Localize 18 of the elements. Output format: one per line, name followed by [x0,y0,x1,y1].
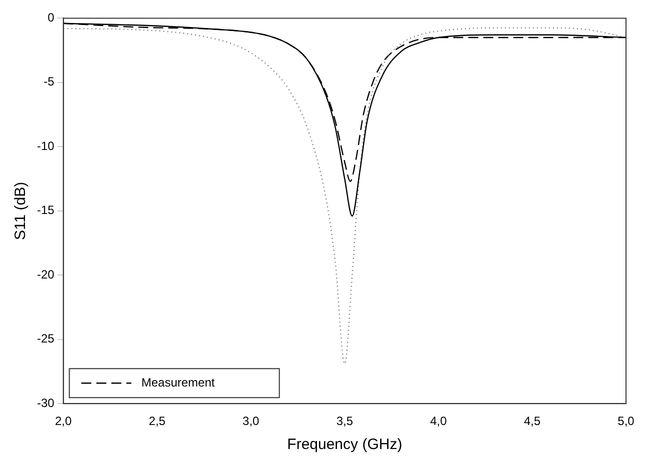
x-axis-title: Frequency (GHz) [287,436,402,454]
x-tick-label: 2,0 [55,414,72,428]
y-tick-label: -10 [37,138,55,153]
y-tick-label: -30 [37,396,55,410]
y-tick-label: 0 [48,10,55,25]
x-tick-label: 3,5 [336,414,354,428]
line-series [63,27,626,364]
x-tick-label: 2,5 [148,414,166,428]
y-tick-label: -15 [37,203,55,218]
y-tick-label: -5 [44,74,55,89]
y-axis-title: S11 (dB) [12,182,30,240]
x-tick-label: 3,0 [242,414,260,428]
x-tick-label: 4,0 [430,414,448,428]
y-tick-label: -25 [37,332,55,346]
x-tick-label: 4,5 [524,414,541,428]
legend-label: Measurement [141,375,216,390]
y-tick-label: -20 [37,267,55,282]
x-tick-label: 5,0 [618,414,635,428]
